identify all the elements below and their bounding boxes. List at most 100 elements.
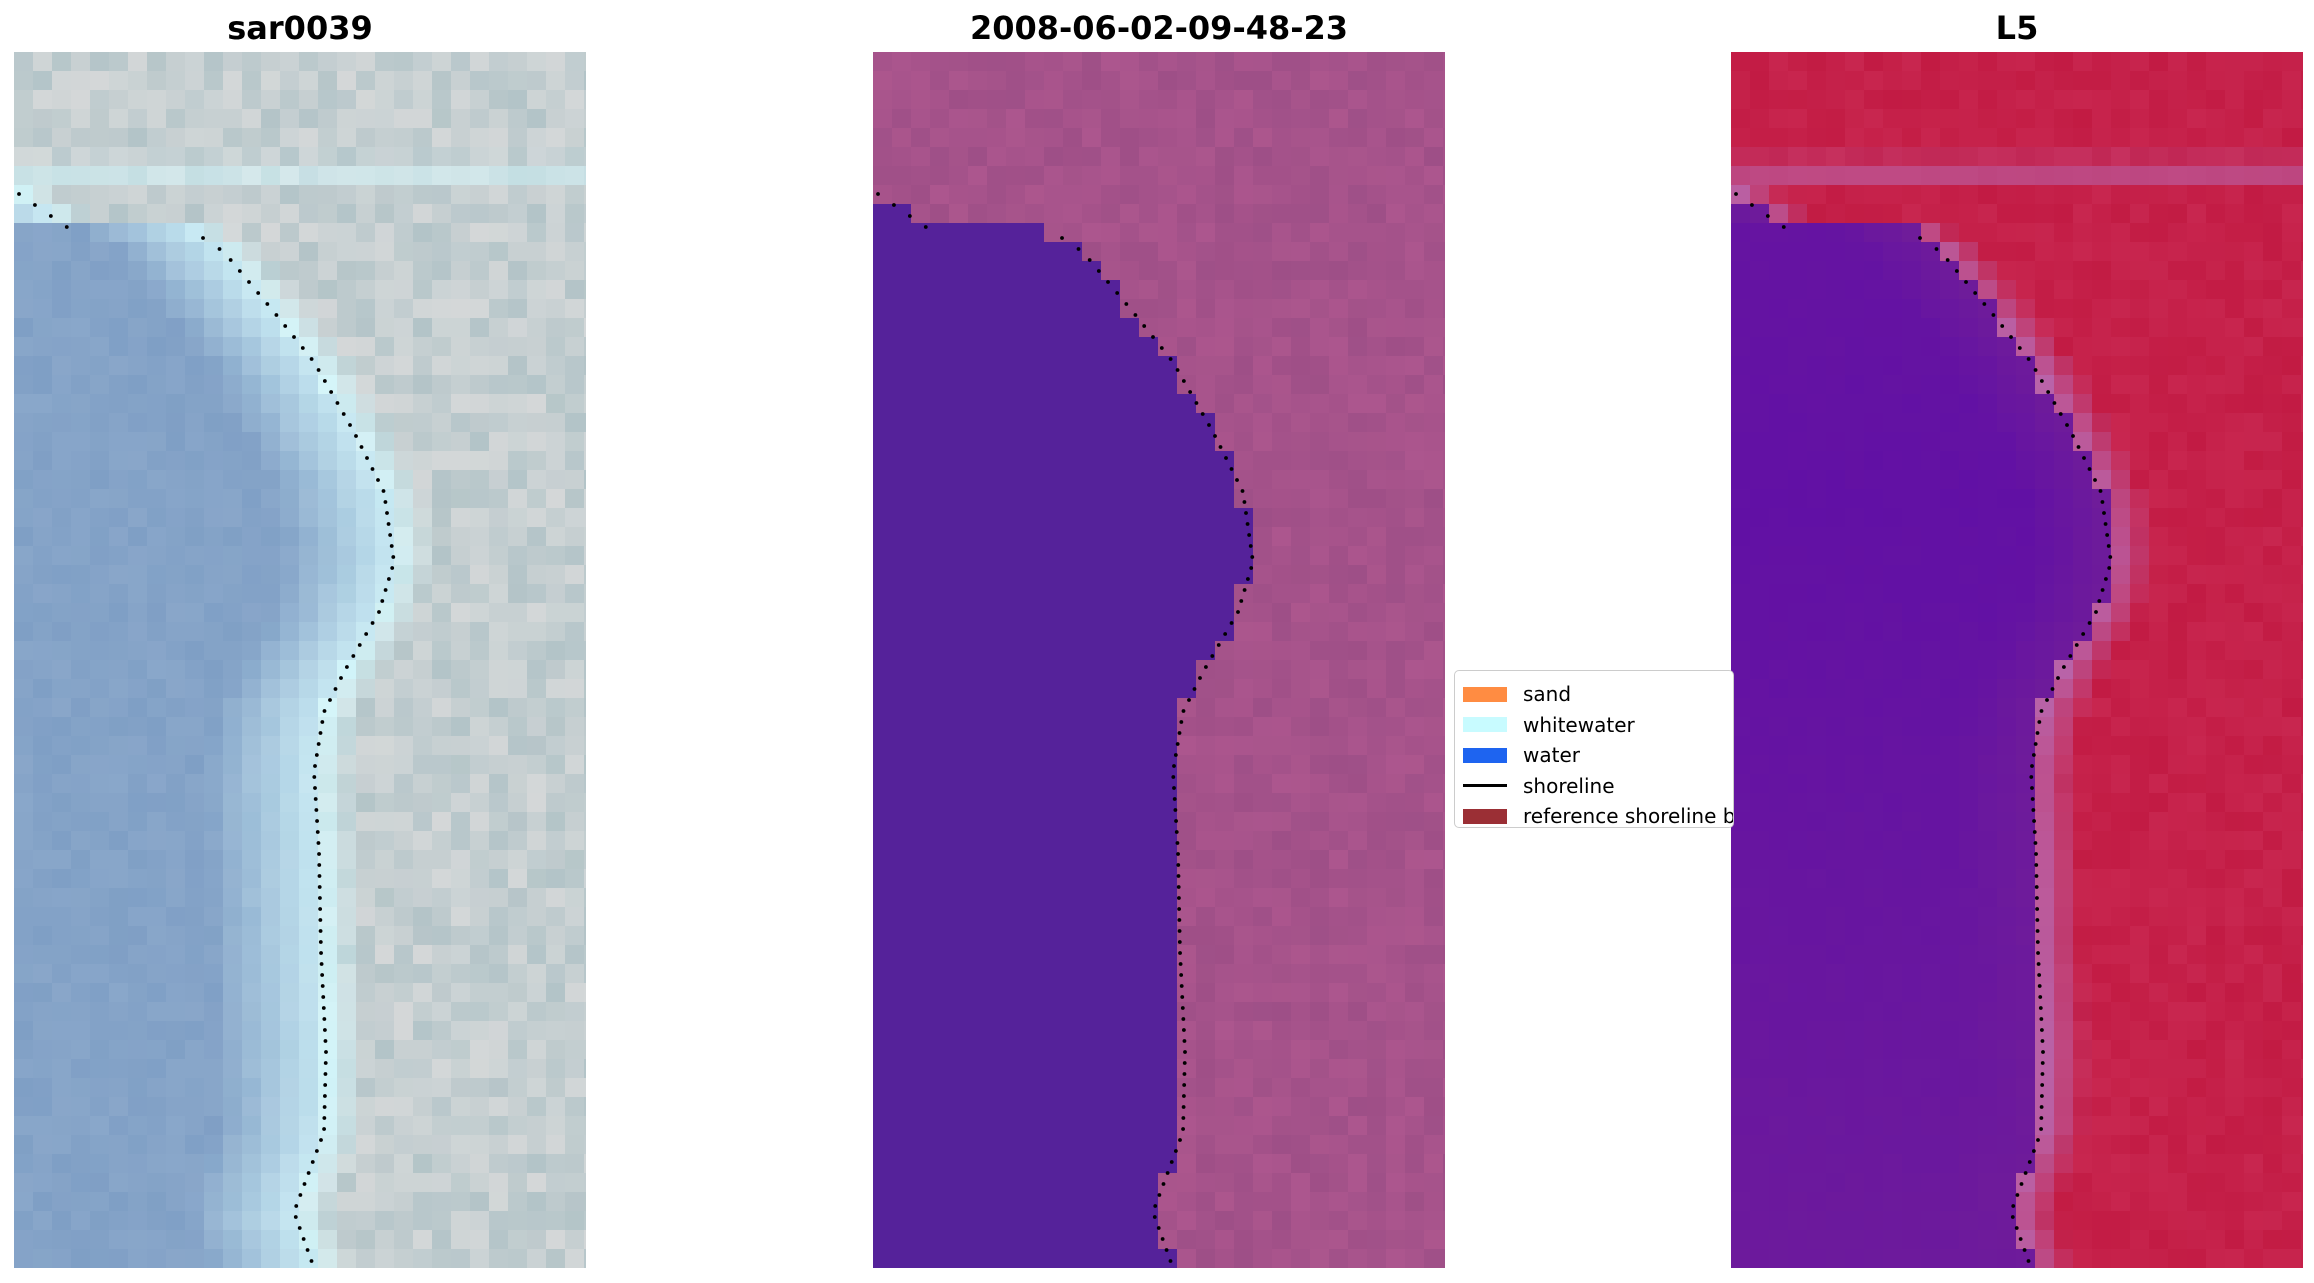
raster-pixel xyxy=(109,1002,129,1022)
raster-pixel xyxy=(451,204,471,224)
shoreline-point xyxy=(315,830,320,834)
raster-pixel xyxy=(2149,52,2169,72)
raster-pixel xyxy=(1367,470,1387,490)
raster-pixel xyxy=(1731,185,1751,205)
raster-pixel xyxy=(1253,660,1273,680)
raster-pixel xyxy=(2168,261,2188,281)
raster-pixel xyxy=(527,451,547,471)
raster-pixel xyxy=(413,622,433,642)
raster-pixel xyxy=(451,1059,471,1079)
raster-pixel xyxy=(1272,451,1292,471)
raster-pixel xyxy=(109,413,129,433)
raster-pixel xyxy=(1063,147,1083,167)
raster-pixel xyxy=(128,394,148,414)
shoreline-point xyxy=(370,467,375,471)
raster-pixel xyxy=(166,850,186,870)
raster-pixel xyxy=(375,1078,395,1098)
raster-pixel xyxy=(527,793,547,813)
raster-pixel xyxy=(147,204,167,224)
raster-pixel xyxy=(2054,546,2074,566)
raster-pixel xyxy=(33,698,53,718)
raster-pixel xyxy=(337,736,357,756)
raster-pixel xyxy=(1310,71,1330,91)
raster-pixel xyxy=(71,242,91,262)
raster-pixel xyxy=(356,983,376,1003)
raster-pixel xyxy=(185,489,205,509)
raster-pixel xyxy=(1196,489,1216,509)
raster-pixel xyxy=(1253,698,1273,718)
raster-pixel xyxy=(1215,926,1235,946)
raster-pixel xyxy=(1101,52,1121,72)
raster-pixel xyxy=(1845,52,1865,72)
raster-pixel xyxy=(1272,52,1292,72)
raster-pixel xyxy=(280,774,300,794)
raster-pixel xyxy=(546,356,566,376)
raster-pixel xyxy=(2187,52,2207,72)
raster-pixel xyxy=(2187,413,2207,433)
raster-pixel xyxy=(1329,413,1349,433)
raster-pixel xyxy=(2168,451,2188,471)
raster-pixel xyxy=(413,1249,433,1268)
raster-pixel xyxy=(375,1040,395,1060)
raster-pixel xyxy=(470,52,490,72)
shoreline-point xyxy=(320,984,325,988)
raster-pixel xyxy=(242,128,262,148)
raster-pixel xyxy=(584,1173,586,1193)
raster-pixel xyxy=(1731,280,1751,300)
raster-pixel xyxy=(185,1192,205,1212)
raster-pixel xyxy=(52,964,72,984)
raster-pixel xyxy=(356,128,376,148)
raster-pixel xyxy=(280,1116,300,1136)
shoreline-point xyxy=(323,1039,328,1043)
raster-pixel xyxy=(1101,128,1121,148)
raster-pixel xyxy=(1424,1040,1444,1060)
raster-pixel xyxy=(1386,261,1406,281)
raster-pixel xyxy=(1940,223,1960,243)
raster-pixel xyxy=(565,603,585,623)
raster-pixel xyxy=(2282,451,2302,471)
raster-pixel xyxy=(508,717,528,737)
raster-pixel xyxy=(1348,280,1368,300)
raster-pixel xyxy=(413,470,433,490)
raster-pixel xyxy=(1940,470,1960,490)
raster-pixel xyxy=(394,926,414,946)
raster-pixel xyxy=(223,660,243,680)
raster-pixel xyxy=(2206,299,2226,319)
raster-pixel xyxy=(1367,1211,1387,1231)
raster-pixel xyxy=(337,926,357,946)
raster-pixel xyxy=(223,90,243,110)
raster-pixel xyxy=(949,622,969,642)
raster-pixel xyxy=(1291,318,1311,338)
raster-pixel xyxy=(1386,508,1406,528)
raster-pixel xyxy=(71,1192,91,1212)
raster-pixel xyxy=(451,1154,471,1174)
raster-pixel xyxy=(470,831,490,851)
raster-pixel xyxy=(1177,394,1197,414)
raster-pixel xyxy=(1139,52,1159,72)
raster-pixel xyxy=(413,52,433,72)
raster-pixel xyxy=(356,166,376,186)
raster-pixel xyxy=(2073,394,2093,414)
raster-pixel xyxy=(1807,90,1827,110)
raster-pixel xyxy=(1101,1040,1121,1060)
raster-pixel xyxy=(14,71,34,91)
raster-pixel xyxy=(1443,489,1445,509)
raster-pixel xyxy=(1864,508,1884,528)
raster-pixel xyxy=(968,622,988,642)
raster-pixel xyxy=(1272,888,1292,908)
raster-pixel xyxy=(1940,280,1960,300)
raster-pixel xyxy=(1025,1173,1045,1193)
raster-pixel xyxy=(911,717,931,737)
raster-pixel xyxy=(930,964,950,984)
raster-pixel xyxy=(584,394,586,414)
raster-pixel xyxy=(356,546,376,566)
raster-pixel xyxy=(451,432,471,452)
raster-pixel xyxy=(2149,280,2169,300)
raster-pixel xyxy=(185,1116,205,1136)
raster-pixel xyxy=(1120,489,1140,509)
raster-pixel xyxy=(1443,90,1445,110)
raster-pixel xyxy=(1158,1059,1178,1079)
raster-pixel xyxy=(1864,337,1884,357)
raster-pixel xyxy=(987,432,1007,452)
raster-pixel xyxy=(565,109,585,129)
